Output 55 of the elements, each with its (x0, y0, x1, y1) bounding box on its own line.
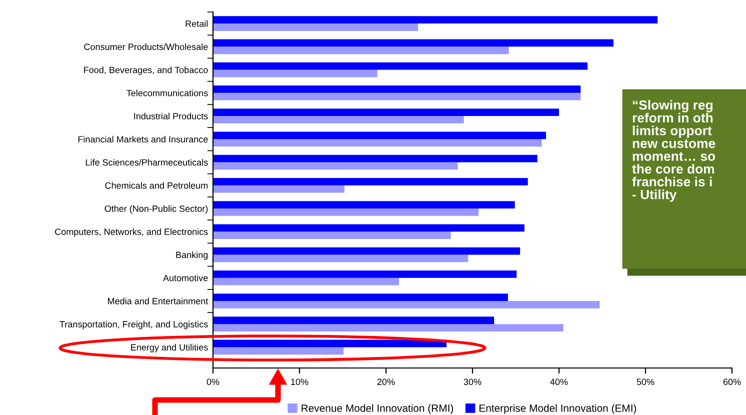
bar (213, 232, 451, 240)
x-tick-label: 30% (464, 378, 482, 386)
bar (213, 324, 564, 332)
bar (213, 139, 542, 147)
y-tick-label: Transportation, Freight, and Logistics (60, 320, 208, 330)
bar (213, 178, 528, 186)
bar (213, 162, 458, 170)
x-tick-label: 0% (206, 378, 220, 386)
bar (213, 39, 614, 47)
x-tick-label: 50% (636, 378, 654, 386)
x-tick-label: 10% (291, 378, 308, 386)
y-tick-label: Automotive (163, 274, 208, 282)
y-tick-label: Consumer Products/Wholesale (84, 43, 208, 50)
bar (213, 16, 658, 24)
bar (213, 70, 378, 78)
y-tick-label: Other (Non-Public Sector) (104, 205, 208, 214)
bar (213, 294, 508, 301)
bar (213, 46, 509, 54)
bar (213, 185, 344, 193)
bar (213, 201, 515, 208)
bar (213, 132, 546, 140)
y-tick-label: Energy and Utilities (131, 344, 208, 352)
x-tick-label: 60% (723, 378, 741, 386)
bar (213, 316, 494, 324)
y-tick-label: Media and Entertainment (108, 298, 208, 304)
y-tick-label: Banking (176, 251, 208, 260)
bar (213, 340, 447, 348)
legend-label: Revenue Model Innovation (RMI) (302, 404, 454, 414)
bar (213, 270, 517, 278)
bar (213, 62, 588, 70)
bar (213, 116, 464, 124)
y-tick-label: Food, Beverages, and Tobacco (84, 66, 208, 75)
bar (213, 254, 468, 262)
bar (213, 154, 538, 162)
bar (213, 92, 581, 100)
y-tick-label: Financial Markets and Insurance (78, 136, 208, 143)
x-tick-label: 40% (550, 378, 568, 386)
bar (213, 24, 418, 31)
y-tick-label: Industrial Products (134, 112, 208, 120)
bar (213, 86, 581, 93)
y-tick-label: Telecommunications (126, 90, 208, 96)
bar (213, 347, 344, 355)
bar (213, 108, 559, 116)
bar (213, 208, 479, 216)
y-tick-label: Computers, Networks, and Electronics (55, 228, 208, 237)
annotation: “Slowing reg reform in oth limits opport new custome moment… so the core dom franchise is i - Utility (632, 100, 716, 202)
legend-label: Enterprise Model Innovation (EMI) (480, 404, 636, 414)
bar (213, 278, 399, 286)
bar (213, 224, 524, 232)
y-tick-label: Chemicals and Petroleum (105, 182, 208, 189)
y-tick-label: Life Sciences/Pharmeceuticals (86, 158, 208, 166)
bar (213, 247, 520, 255)
y-tick-label: Retail (186, 20, 208, 27)
bar (213, 300, 600, 308)
x-tick-label: 20% (377, 378, 395, 386)
